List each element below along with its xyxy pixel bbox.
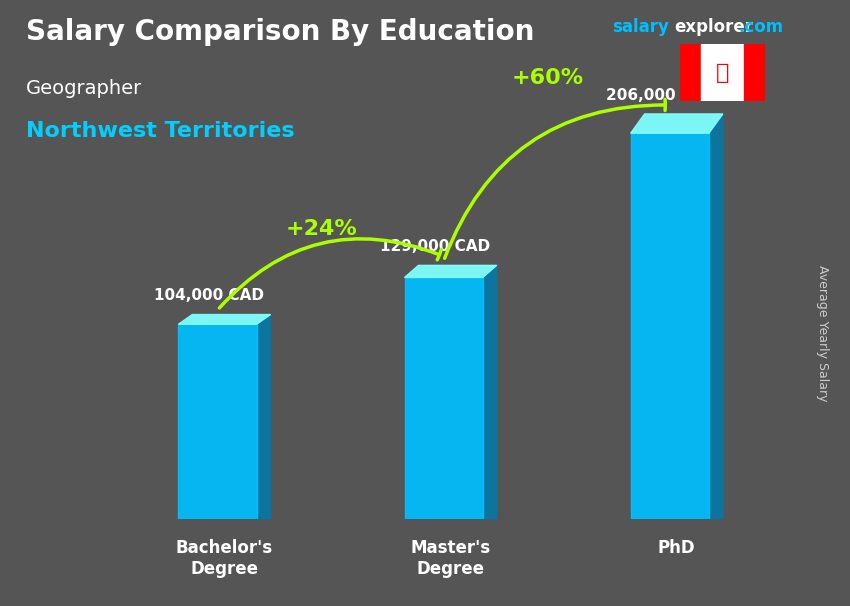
Text: Bachelor's
Degree: Bachelor's Degree (176, 539, 273, 578)
Polygon shape (178, 315, 270, 324)
Polygon shape (631, 114, 722, 133)
Text: Master's
Degree: Master's Degree (411, 539, 490, 578)
Text: 104,000 CAD: 104,000 CAD (154, 288, 264, 303)
Text: 206,000 CAD: 206,000 CAD (606, 88, 717, 102)
Polygon shape (178, 324, 257, 519)
Polygon shape (257, 315, 270, 519)
Text: explorer: explorer (674, 18, 753, 36)
Polygon shape (405, 265, 496, 278)
Text: Average Yearly Salary: Average Yearly Salary (816, 265, 829, 402)
Polygon shape (631, 133, 709, 519)
Text: Northwest Territories: Northwest Territories (26, 121, 294, 141)
Text: Geographer: Geographer (26, 79, 142, 98)
Bar (680, 44, 701, 101)
Text: 🍁: 🍁 (716, 62, 729, 83)
Polygon shape (483, 265, 496, 519)
Bar (744, 44, 765, 101)
Text: +60%: +60% (512, 68, 584, 88)
Text: PhD: PhD (658, 539, 695, 558)
Text: .com: .com (738, 18, 783, 36)
Text: Salary Comparison By Education: Salary Comparison By Education (26, 18, 534, 46)
Text: +24%: +24% (286, 219, 358, 239)
Text: 129,000 CAD: 129,000 CAD (380, 239, 490, 254)
Text: salary: salary (612, 18, 669, 36)
Polygon shape (709, 114, 722, 519)
Bar (701, 44, 744, 101)
Polygon shape (405, 278, 483, 519)
